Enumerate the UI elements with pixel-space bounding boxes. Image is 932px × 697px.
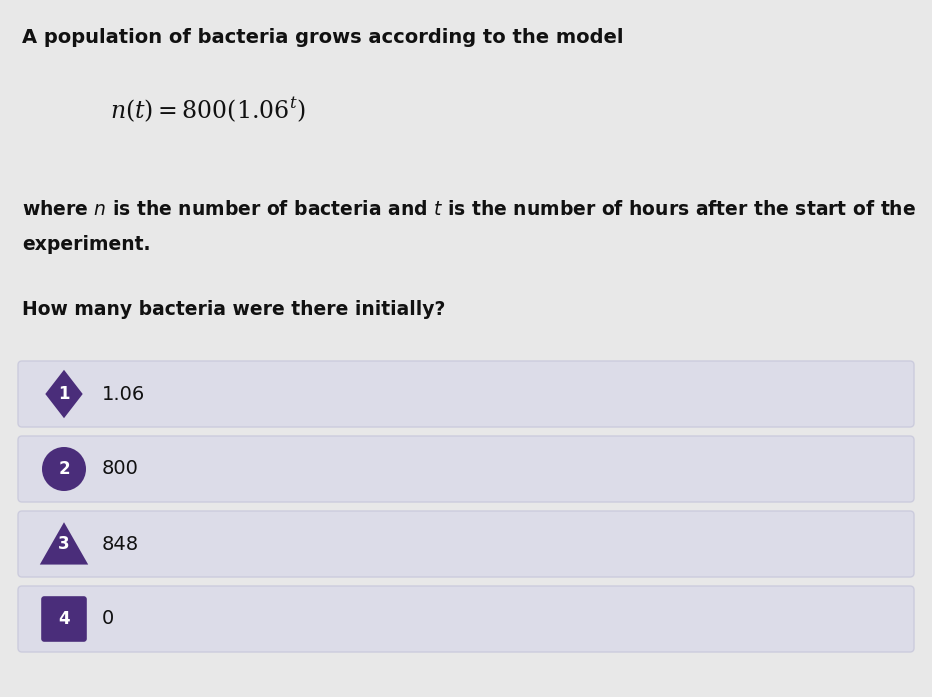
Text: experiment.: experiment. (22, 235, 150, 254)
FancyBboxPatch shape (18, 586, 914, 652)
Text: How many bacteria were there initially?: How many bacteria were there initially? (22, 300, 445, 319)
Text: 2: 2 (58, 460, 70, 478)
FancyBboxPatch shape (18, 511, 914, 577)
Text: 848: 848 (102, 535, 139, 553)
Polygon shape (46, 370, 83, 418)
Text: where $n$ is the number of bacteria and $t$ is the number of hours after the sta: where $n$ is the number of bacteria and … (22, 200, 916, 219)
Text: 3: 3 (58, 535, 70, 553)
Polygon shape (40, 522, 89, 565)
Text: 1: 1 (58, 385, 70, 403)
Text: $n(t) = 800(1.06^t)$: $n(t) = 800(1.06^t)$ (110, 95, 306, 123)
Text: 800: 800 (102, 459, 139, 479)
Text: 4: 4 (58, 610, 70, 628)
Text: 1.06: 1.06 (102, 385, 145, 404)
Text: 0: 0 (102, 609, 115, 629)
FancyBboxPatch shape (18, 436, 914, 502)
FancyBboxPatch shape (41, 596, 87, 642)
Circle shape (42, 447, 86, 491)
Text: A population of bacteria grows according to the model: A population of bacteria grows according… (22, 28, 624, 47)
FancyBboxPatch shape (18, 361, 914, 427)
